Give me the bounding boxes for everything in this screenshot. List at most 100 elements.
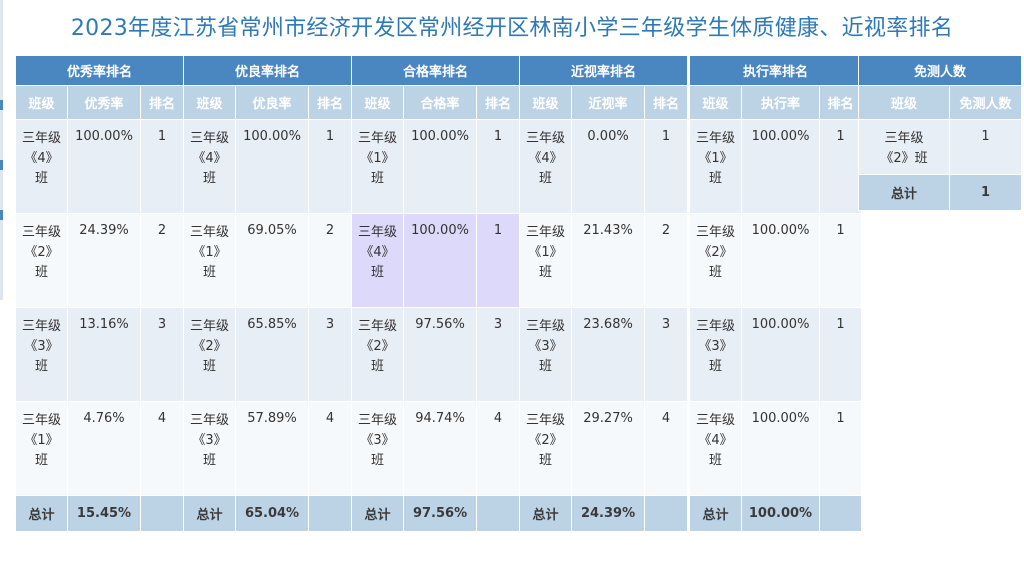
- total-blank: [818, 495, 863, 532]
- table-row: 三年级《1》班 4.76% 4 三年级《3》班 57.89% 4 三年级《3》班…: [15, 401, 689, 496]
- exempt-count-cell: 1: [948, 119, 1023, 175]
- rank-cell: 4: [476, 401, 521, 496]
- class-cell: 三年级《4》班: [183, 119, 237, 214]
- total-label: 总计: [689, 495, 742, 532]
- total-value: 65.04%: [235, 495, 310, 532]
- class-cell: 三年级《1》班: [183, 213, 237, 308]
- table-row: 三年级《2》班 1: [858, 119, 1023, 175]
- rank-cell: 4: [308, 401, 353, 496]
- class-cell: 三年级《3》班: [351, 401, 405, 496]
- class-cell: 三年级《2》班: [183, 307, 237, 402]
- metric-cell: 100.00%: [741, 119, 820, 214]
- metric-cell: 0.00%: [571, 119, 646, 214]
- total-value: 1: [948, 174, 1023, 211]
- metric-cell-selected[interactable]: 100.00%: [403, 213, 478, 308]
- rank-cell: 1: [644, 119, 689, 214]
- total-value: 100.00%: [741, 495, 820, 532]
- group-header-execution: 执行率排名: [688, 55, 863, 86]
- col-header-metric: 合格率: [403, 85, 478, 120]
- col-header-class: 班级: [183, 85, 237, 120]
- class-cell: 三年级《4》班: [689, 401, 742, 496]
- class-cell: 三年级《1》班: [689, 119, 742, 214]
- metric-cell: 100.00%: [403, 119, 478, 214]
- group-header-exempt: 免测人数: [857, 55, 1023, 86]
- group-header-good: 优良率排名: [183, 55, 353, 86]
- metric-cell: 100.00%: [741, 307, 820, 402]
- col-header-class: 班级: [858, 85, 950, 120]
- rank-cell: 3: [308, 307, 353, 402]
- metric-cell: 65.85%: [235, 307, 310, 402]
- total-value: 15.45%: [67, 495, 141, 532]
- col-header-class: 班级: [351, 85, 405, 120]
- rank-cell: 3: [139, 307, 185, 402]
- col-header-exempt-count: 免测人数: [948, 85, 1023, 120]
- class-cell: 三年级《1》班: [519, 213, 573, 308]
- class-cell: 三年级《4》班: [519, 119, 573, 214]
- metric-cell: 100.00%: [741, 401, 820, 496]
- col-header-metric: 优秀率: [67, 85, 141, 120]
- metric-cell: 100.00%: [67, 119, 141, 214]
- class-cell: 三年级《3》班: [689, 307, 742, 402]
- total-label: 总计: [183, 495, 237, 532]
- table-row: 三年级《2》班 24.39% 2 三年级《1》班 69.05% 2 三年级《4》…: [15, 213, 689, 308]
- rank-cell: 4: [139, 401, 185, 496]
- execution-rate-table: 执行率排名 班级 执行率 排名 三年级《1》班 100.00% 1 三年级《2》…: [688, 55, 863, 532]
- total-label: 总计: [15, 495, 68, 532]
- total-row: 总计 15.45% 总计 65.04% 总计 97.56% 总计 24.39%: [15, 495, 689, 532]
- col-header-class: 班级: [15, 85, 68, 120]
- class-cell: 三年级《3》班: [15, 307, 68, 402]
- class-cell: 三年级《2》班: [519, 401, 573, 496]
- total-blank: [644, 495, 689, 532]
- class-cell: 三年级《3》班: [519, 307, 573, 402]
- metric-cell: 100.00%: [235, 119, 310, 214]
- rank-cell: 2: [139, 213, 185, 308]
- class-cell-selected[interactable]: 三年级《4》班: [351, 213, 405, 308]
- metric-cell: 4.76%: [67, 401, 141, 496]
- col-header-rank: 排名: [139, 85, 185, 120]
- metric-cell: 69.05%: [235, 213, 310, 308]
- total-value: 24.39%: [571, 495, 646, 532]
- table-row: 三年级《3》班 13.16% 3 三年级《2》班 65.85% 3 三年级《2》…: [15, 307, 689, 402]
- col-header-metric: 近视率: [571, 85, 646, 120]
- class-cell: 三年级《2》班: [858, 119, 950, 175]
- rank-cell: 1: [818, 119, 863, 214]
- metric-cell: 21.43%: [571, 213, 646, 308]
- group-header-excellent: 优秀率排名: [14, 55, 185, 86]
- metric-cell: 13.16%: [67, 307, 141, 402]
- class-cell: 三年级《4》班: [15, 119, 68, 214]
- rank-cell: 1: [818, 307, 863, 402]
- total-row: 总计 100.00%: [689, 495, 863, 532]
- class-cell: 三年级《2》班: [15, 213, 68, 308]
- table-row: 三年级《4》班 100.00% 1: [689, 401, 863, 496]
- rank-cell: 4: [644, 401, 689, 496]
- col-header-class: 班级: [689, 85, 742, 120]
- rank-cell: 3: [644, 307, 689, 402]
- rank-cell: 1: [139, 119, 185, 214]
- rank-cell: 1: [476, 119, 521, 214]
- class-cell: 三年级《2》班: [351, 307, 405, 402]
- table-row: 三年级《1》班 100.00% 1: [689, 119, 863, 214]
- col-header-class: 班级: [519, 85, 573, 120]
- group-header-pass: 合格率排名: [351, 55, 521, 86]
- total-label: 总计: [519, 495, 573, 532]
- metric-cell: 97.56%: [403, 307, 478, 402]
- rank-cell: 2: [644, 213, 689, 308]
- table-row: 三年级《2》班 100.00% 1: [689, 213, 863, 308]
- page-title: 2023年度江苏省常州市经济开发区常州经开区林南小学三年级学生体质健康、近视率排…: [70, 16, 954, 41]
- rank-cell: 1: [818, 213, 863, 308]
- metric-cell: 29.27%: [571, 401, 646, 496]
- metric-cell: 57.89%: [235, 401, 310, 496]
- total-row: 总计 1: [858, 174, 1023, 211]
- metric-cell: 23.68%: [571, 307, 646, 402]
- table-row: 三年级《3》班 100.00% 1: [689, 307, 863, 402]
- col-header-metric: 优良率: [235, 85, 310, 120]
- col-header-metric: 执行率: [741, 85, 820, 120]
- class-cell: 三年级《1》班: [351, 119, 405, 214]
- class-cell: 三年级《2》班: [689, 213, 742, 308]
- total-label: 总计: [858, 174, 950, 211]
- rank-cell: 3: [476, 307, 521, 402]
- exempt-count-table: 免测人数 班级 免测人数 三年级《2》班 1 总计 1: [857, 55, 1023, 211]
- class-cell: 三年级《1》班: [15, 401, 68, 496]
- rank-cell-selected[interactable]: 1: [476, 213, 521, 308]
- col-header-rank: 排名: [818, 85, 863, 120]
